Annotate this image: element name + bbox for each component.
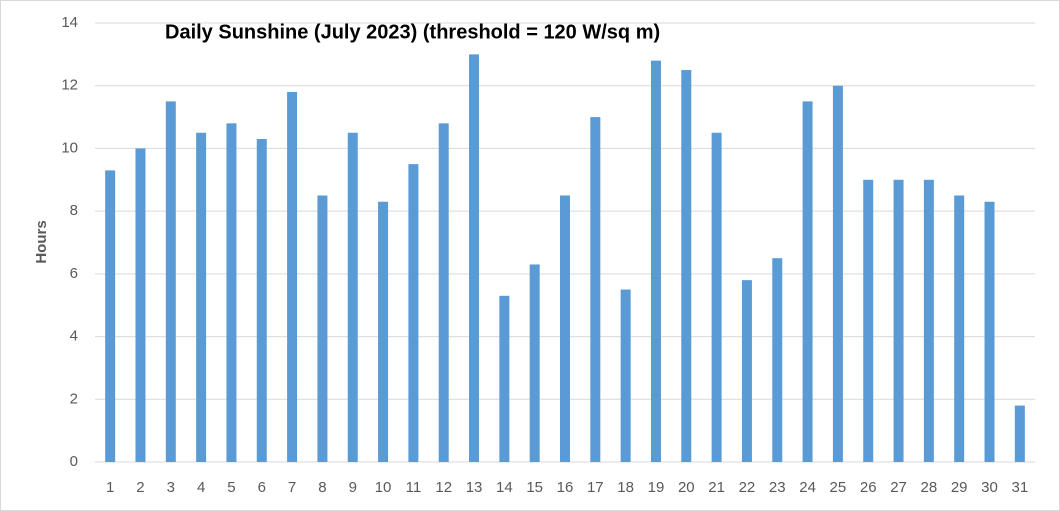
bar [438,123,449,462]
x-tick-label: 4 [197,479,205,496]
x-tick-label: 19 [648,479,665,496]
x-tick-label: 31 [1011,479,1028,496]
x-tick-label: 24 [799,479,816,496]
bar [196,132,207,462]
bar [529,264,540,462]
bar [620,289,631,462]
y-tick-label: 4 [70,328,78,345]
bar [317,195,328,462]
x-tick-label: 13 [466,479,483,496]
bar [954,195,965,462]
x-tick-label: 23 [769,479,786,496]
x-tick-label: 29 [951,479,968,496]
bar [256,139,267,462]
bar [590,117,601,463]
y-tick-label: 2 [70,390,78,407]
x-tick-label: 6 [258,479,266,496]
bar [863,179,874,463]
bar [408,164,419,462]
x-tick-label: 16 [557,479,574,496]
y-tick-label: 6 [70,265,78,282]
y-tick-label: 8 [70,202,78,219]
bar [135,148,146,462]
x-tick-label: 27 [890,479,907,496]
x-tick-label: 18 [617,479,634,496]
bar [165,101,176,463]
x-tick-label: 26 [860,479,877,496]
y-tick-label: 12 [61,77,78,94]
x-tick-label: 21 [708,479,725,496]
x-tick-label: 1 [106,479,114,496]
y-axis-label: Hours [33,220,50,263]
x-tick-label: 11 [406,479,422,496]
x-tick-label: 20 [678,479,695,496]
chart-title: Daily Sunshine (July 2023) (threshold = … [165,21,660,43]
x-tick-label: 2 [136,479,144,496]
x-tick-label: 22 [739,479,756,496]
x-tick-label: 15 [526,479,543,496]
bar [893,179,904,463]
bar [741,280,752,462]
bar [772,258,783,462]
x-tick-label: 17 [587,479,604,496]
bar [378,201,389,462]
bar [560,195,570,462]
x-tick-label: 7 [288,479,296,496]
bar [923,179,934,463]
x-tick-label: 8 [318,479,326,496]
bar [499,295,510,462]
x-tick-label: 5 [227,479,235,496]
x-tick-label: 30 [981,479,998,496]
bar [711,132,722,462]
bar [832,85,843,462]
y-tick-label: 10 [61,139,78,156]
bar [802,101,813,463]
x-tick-label: 10 [375,479,392,496]
x-tick-label: 9 [349,479,357,496]
y-tick-label: 0 [70,453,78,470]
bar [984,201,995,462]
bar [105,170,116,462]
bar [650,60,661,462]
bar [226,123,237,462]
bar [469,54,480,462]
x-tick-label: 28 [921,479,938,496]
bar [681,70,692,463]
x-tick-label: 25 [830,479,847,496]
bar [347,132,358,462]
y-tick-label: 14 [61,14,78,31]
bar [1014,405,1025,462]
bar [287,91,298,462]
x-tick-label: 12 [435,479,452,496]
x-tick-label: 14 [496,479,513,496]
x-tick-label: 3 [167,479,175,496]
